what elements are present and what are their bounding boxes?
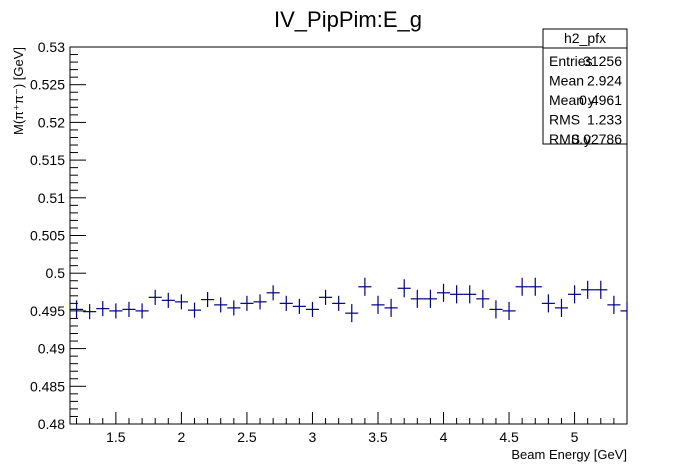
data-point xyxy=(305,301,320,317)
data-point xyxy=(201,292,215,308)
data-point xyxy=(450,285,464,304)
data-point xyxy=(253,294,267,310)
data-point xyxy=(70,300,84,319)
stats-label: Mean xyxy=(549,73,584,89)
data-point xyxy=(227,300,241,316)
data-point xyxy=(436,283,451,302)
y-tick-label: 0.525 xyxy=(30,77,65,93)
stats-label: Entries xyxy=(549,53,593,69)
data-point xyxy=(554,298,569,317)
y-tick-label: 0.51 xyxy=(38,190,65,206)
data-point xyxy=(476,289,490,308)
data-point xyxy=(358,277,372,296)
y-axis: 0.48 0.485 0.49 0.495 0.5 0.505 0.51 0.515 0.52 0… xyxy=(30,39,86,432)
data-point xyxy=(174,294,188,310)
y-tick-label: 0.5 xyxy=(46,265,66,281)
data-point xyxy=(489,300,503,319)
data-point xyxy=(96,301,110,317)
x-axis-label: Beam Energy [GeV] xyxy=(511,447,627,462)
data-point xyxy=(423,289,437,308)
data-point xyxy=(148,289,162,305)
data-point xyxy=(515,277,529,296)
y-axis-label: M(π⁺π⁻) [GeV] xyxy=(11,47,26,135)
y-tick-label: 0.49 xyxy=(38,341,65,357)
data-point xyxy=(240,295,254,311)
data-points xyxy=(70,277,628,323)
stats-box-name: h2_pfx xyxy=(564,30,606,46)
data-point xyxy=(463,285,477,304)
data-point xyxy=(568,285,582,304)
x-tick-label: 3.5 xyxy=(368,429,388,445)
data-point xyxy=(620,301,628,320)
stats-label: RMS y xyxy=(549,131,591,147)
x-tick-label: 3 xyxy=(309,429,317,445)
data-point xyxy=(345,304,359,323)
data-point xyxy=(541,294,555,313)
data-point xyxy=(83,304,97,320)
x-tick-label: 2 xyxy=(178,429,186,445)
data-point xyxy=(581,280,595,299)
data-point xyxy=(214,297,228,313)
data-point xyxy=(161,292,175,308)
data-point xyxy=(279,295,293,311)
y-tick-label: 0.495 xyxy=(30,303,65,319)
x-tick-label: 4.5 xyxy=(499,429,519,445)
x-tick-label: 4 xyxy=(440,429,448,445)
stats-value: 0.02786 xyxy=(571,131,622,147)
data-point xyxy=(594,280,608,299)
data-point xyxy=(371,295,385,314)
x-tick-label: 2.5 xyxy=(237,429,257,445)
y-tick-label: 0.515 xyxy=(30,152,65,168)
data-point xyxy=(332,295,346,311)
data-point xyxy=(109,303,123,319)
y-tick-label: 0.52 xyxy=(38,114,65,130)
data-point xyxy=(319,289,333,305)
data-point xyxy=(384,298,398,317)
stats-value: 2.924 xyxy=(587,73,622,89)
data-point xyxy=(528,277,542,296)
data-point xyxy=(266,285,280,301)
x-tick-label: 5 xyxy=(571,429,579,445)
data-point xyxy=(187,302,202,318)
stats-label: Mean y xyxy=(549,92,595,108)
x-tick-label: 1.5 xyxy=(106,429,126,445)
stats-value: 0.4961 xyxy=(579,92,622,108)
data-point xyxy=(122,301,136,317)
chart-title: IV_PipPim:E_g xyxy=(274,7,422,32)
y-tick-label: 0.485 xyxy=(30,378,65,394)
data-point xyxy=(607,295,621,314)
data-point xyxy=(397,279,411,298)
y-tick-label: 0.505 xyxy=(30,228,65,244)
stats-value: 1.233 xyxy=(587,112,622,128)
data-point xyxy=(410,289,424,308)
y-tick-label: 0.53 xyxy=(38,39,65,55)
stats-label: RMS xyxy=(549,112,580,128)
stats-value: 31256 xyxy=(583,53,622,69)
y-tick-label: 0.48 xyxy=(38,416,65,432)
x-axis: 1.5 2 2.5 3 3.5 4 4.5 5 xyxy=(76,412,628,445)
data-point xyxy=(502,301,516,320)
data-point xyxy=(292,298,306,314)
data-point xyxy=(135,303,149,319)
